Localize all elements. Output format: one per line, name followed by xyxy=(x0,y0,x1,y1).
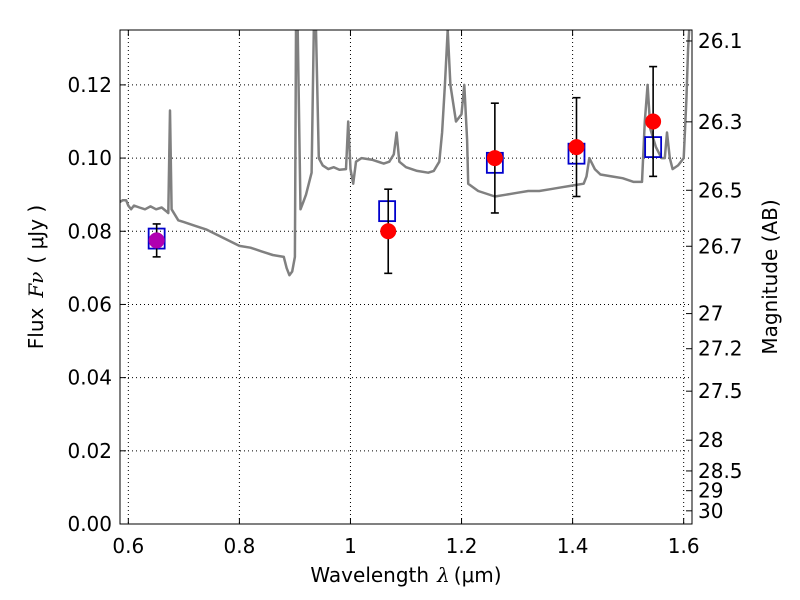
x-tick-label: 1 xyxy=(344,534,357,558)
magnitude-tick-label: 29 xyxy=(698,479,723,503)
magnitude-tick-label: 27.5 xyxy=(698,379,743,403)
y-tick-label: 0.02 xyxy=(67,439,112,463)
plot-area xyxy=(120,30,691,277)
y-tick-label: 0.12 xyxy=(67,73,112,97)
magnitude-tick-label: 30 xyxy=(698,499,723,523)
y-tick-label: 0.10 xyxy=(67,146,112,170)
magnitude-tick-label: 26.5 xyxy=(698,178,743,202)
y-axis-title: FluxFν( μJy ) xyxy=(24,205,48,349)
observed-photometry-point xyxy=(568,139,585,156)
magnitude-tick-label: 28.5 xyxy=(698,459,743,483)
y-tick-label: 0.00 xyxy=(67,512,112,536)
plot-frame xyxy=(119,29,693,525)
y-tick-label: 0.04 xyxy=(67,366,112,390)
x-tick-label: 0.6 xyxy=(112,534,144,558)
magnitude-tick-label: 26.1 xyxy=(698,29,743,53)
x-tick-label: 1.4 xyxy=(557,534,589,558)
magnitude-tick-label: 26.7 xyxy=(698,234,743,258)
x-tick-label: 0.8 xyxy=(223,534,255,558)
observed-photometry-point xyxy=(380,223,397,240)
y2-axis-title: Magnitude (AB) xyxy=(758,199,782,354)
observed-photometry-point xyxy=(148,232,165,249)
x-tick-label: 1.2 xyxy=(446,534,478,558)
magnitude-tick-label: 28 xyxy=(698,428,723,452)
observed-photometry-point xyxy=(645,113,662,130)
spectrum-line xyxy=(120,30,691,277)
y-tick-label: 0.06 xyxy=(67,292,112,316)
magnitude-tick-label: 26.3 xyxy=(698,110,743,134)
x-axis-title: Wavelength λ (μm) xyxy=(310,563,501,587)
magnitude-tick-label: 27.2 xyxy=(698,337,743,361)
y-tick-label: 0.08 xyxy=(67,219,112,243)
data-markers xyxy=(147,65,663,275)
magnitude-tick-label: 27 xyxy=(698,302,723,326)
axis-ticks: 0.6 0.8 1 1.2 1.4 1.6 0.00 0.02 0.04 0.06 0.08 0.10… xyxy=(67,29,742,558)
model-photometry-square xyxy=(378,200,397,223)
x-tick-label: 1.6 xyxy=(668,534,700,558)
observed-photometry-point xyxy=(486,150,503,167)
